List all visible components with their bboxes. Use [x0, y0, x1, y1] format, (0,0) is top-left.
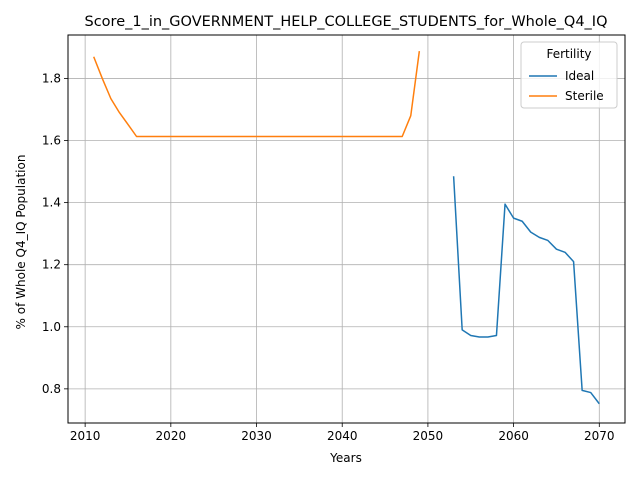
plot-frame: [67, 34, 626, 424]
y-tick-label: 1.6: [42, 134, 61, 148]
x-tick-label: 2020: [156, 429, 187, 443]
series-line-ideal: [452, 176, 600, 405]
legend: Fertility Ideal Sterile: [520, 41, 618, 109]
y-axis-label: % of Whole Q4_IQ Population: [14, 155, 28, 330]
legend-label-ideal: Ideal: [565, 69, 594, 83]
x-tick-label: 2040: [327, 429, 358, 443]
series-line-sterile: [93, 51, 421, 138]
grid-lines: [68, 35, 625, 423]
y-tick-label: 1.0: [42, 320, 61, 334]
y-tick-label: 0.8: [42, 382, 61, 396]
legend-box: [520, 41, 618, 109]
y-tick-label: 1.2: [42, 258, 61, 272]
x-tick-label: 2060: [498, 429, 529, 443]
legend-label-sterile: Sterile: [565, 89, 604, 103]
x-axis: 2010 2020 2030 2040 2050 2060 2070: [70, 423, 615, 443]
legend-entries: Ideal Sterile: [529, 69, 604, 103]
x-tick-label: 2050: [413, 429, 444, 443]
x-tick-label: 2010: [70, 429, 101, 443]
y-tick-label: 1.8: [42, 71, 61, 85]
legend-title: Fertility: [546, 47, 591, 61]
y-tick-label: 1.4: [42, 196, 61, 210]
x-axis-label: Years: [329, 451, 362, 465]
series-layer: [93, 51, 600, 405]
x-tick-label: 2030: [241, 429, 272, 443]
chart-title: Score_1_in_GOVERNMENT_HELP_COLLEGE_STUDE…: [85, 14, 608, 30]
y-axis: 0.8 1.0 1.2 1.4 1.6 1.8: [42, 71, 68, 396]
x-tick-label: 2070: [584, 429, 615, 443]
